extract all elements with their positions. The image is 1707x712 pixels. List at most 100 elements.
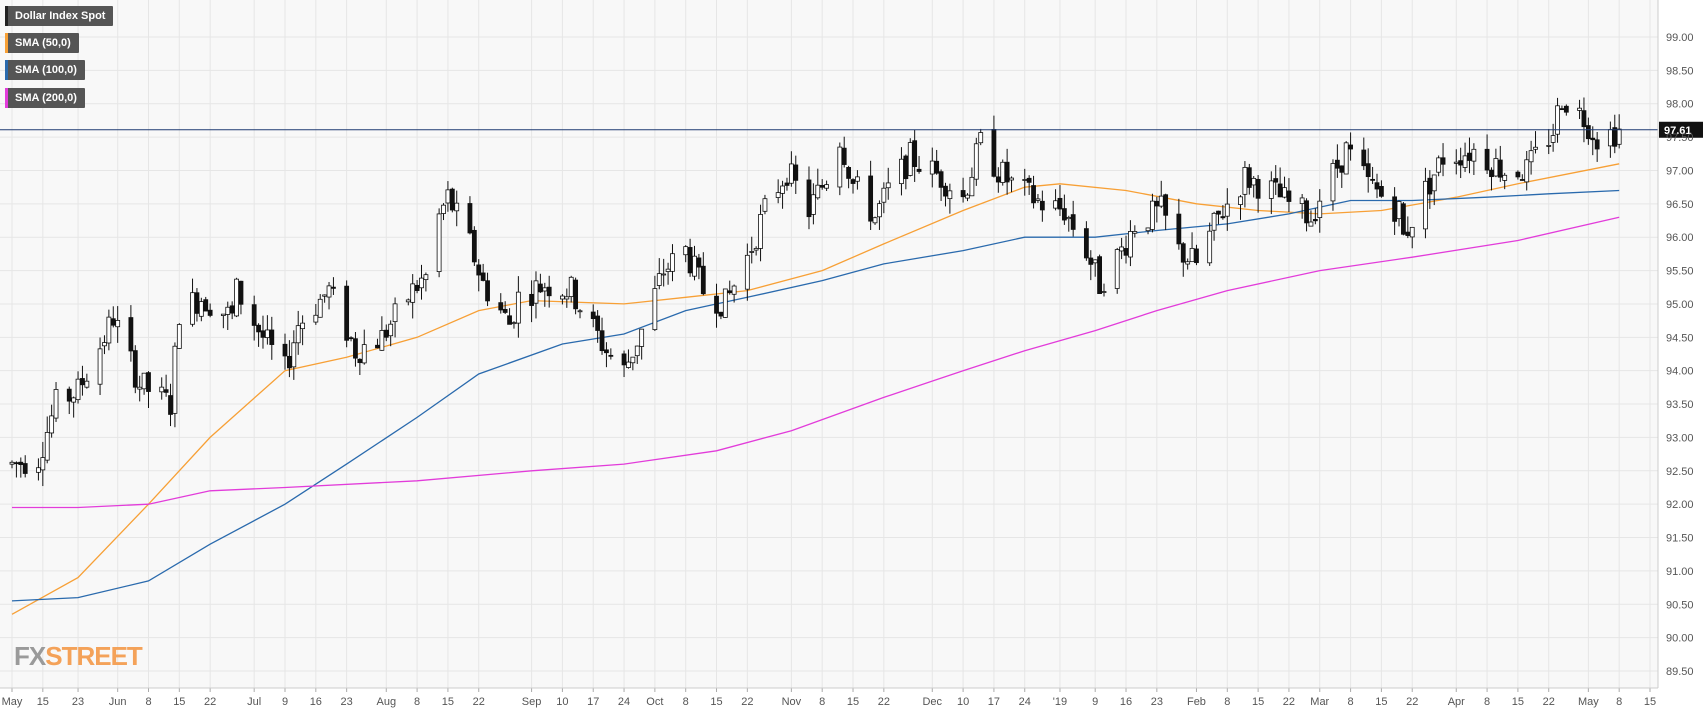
candle-body [383, 329, 389, 338]
candle-body [1493, 158, 1499, 177]
candle-body [1330, 163, 1336, 202]
candle-body [1304, 200, 1309, 224]
candle-body [872, 217, 878, 224]
legend-item-sma-50[interactable]: SMA (50,0) [5, 33, 79, 53]
candle-body [938, 171, 944, 188]
candle-body [1462, 155, 1468, 168]
candle-body [1528, 150, 1534, 163]
legend-swatch-sma-100 [5, 60, 8, 80]
candle-body [269, 329, 275, 345]
candle-body [775, 192, 781, 198]
candle-body [731, 285, 737, 295]
legend-swatch-sma-50 [5, 33, 8, 53]
candle-body [978, 132, 984, 144]
candle-body [1061, 208, 1067, 221]
candle-body [969, 176, 975, 197]
candle-body [1334, 159, 1340, 169]
x-tick-label: 22 [1283, 696, 1295, 708]
candle-body [375, 344, 380, 349]
candle-body [595, 315, 601, 331]
candle-body [1339, 165, 1345, 173]
candle-body [502, 308, 508, 313]
candle-body [1145, 227, 1151, 232]
candle-body [1343, 142, 1349, 175]
x-tick-label: May [2, 696, 23, 708]
candle-body [322, 294, 328, 297]
legend-item-sma-200[interactable]: SMA (200,0) [5, 88, 85, 108]
candle-body [916, 168, 922, 172]
x-tick-label: Mar [1310, 696, 1329, 708]
candle-body [1616, 128, 1622, 145]
candle-body [1550, 135, 1556, 143]
candle-body [388, 323, 394, 337]
candle-body [1242, 167, 1248, 195]
candle-body [392, 303, 398, 323]
x-tick-label: 22 [204, 696, 216, 708]
candle-body [441, 204, 446, 214]
candle-body [868, 175, 874, 222]
candle-body [49, 415, 55, 434]
candle-body [1128, 231, 1133, 258]
candle-body [718, 311, 724, 317]
candle-body [665, 268, 671, 272]
x-tick-label: 8 [683, 696, 689, 708]
y-tick-label: 95.00 [1666, 299, 1694, 311]
legend-label-sma-100: SMA (100,0) [15, 64, 77, 76]
candle-body [784, 182, 790, 186]
legend-swatch-sma-200 [5, 88, 8, 108]
candle-body [207, 309, 213, 316]
x-tick-label: 8 [819, 696, 825, 708]
candle-body [573, 279, 579, 310]
x-tick-label: 15 [847, 696, 859, 708]
candle-body [291, 342, 297, 368]
x-tick-label: 8 [1348, 696, 1354, 708]
candle-body [1423, 180, 1428, 230]
x-tick-label: 15 [1644, 696, 1656, 708]
legend-item-dollar-index[interactable]: Dollar Index Spot [5, 6, 114, 26]
candle-body [652, 288, 658, 331]
candle-body [357, 358, 363, 364]
candle-body [1207, 230, 1213, 264]
candle-body [806, 179, 812, 218]
candle-body [1436, 157, 1442, 173]
candle-body [1255, 178, 1261, 199]
x-tick-label: 17 [988, 696, 1000, 708]
last-price-tag [1659, 121, 1703, 138]
candle-body [608, 354, 614, 357]
candle-body [238, 280, 244, 305]
candle-body [66, 388, 72, 402]
legend-item-sma-100[interactable]: SMA (100,0) [5, 60, 85, 80]
x-tick-label: 22 [1543, 696, 1555, 708]
candle-body [1563, 105, 1569, 113]
candle-body [1039, 200, 1045, 211]
candle-body [1246, 167, 1252, 188]
candle-body [529, 293, 534, 306]
candle-body [18, 461, 24, 465]
sma-line-1 [11, 189, 1620, 602]
candle-body [1471, 148, 1477, 162]
candle-body [498, 302, 504, 311]
x-tick-label: 9 [1092, 696, 1098, 708]
x-tick-label: Aug [376, 696, 396, 708]
candle-body [1559, 108, 1565, 111]
y-axis-background [1658, 0, 1707, 712]
candle-body [282, 343, 288, 357]
candle-body [1185, 261, 1191, 265]
candle-body [454, 202, 460, 212]
candle-body [1000, 161, 1006, 183]
candle-body [639, 328, 645, 347]
candle-body [168, 395, 173, 415]
candle-body [75, 378, 81, 401]
candle-body [1308, 221, 1314, 227]
candle-body [1277, 183, 1283, 198]
y-tick-label: 91.50 [1666, 533, 1694, 545]
candle-body [449, 188, 455, 211]
candle-body [141, 372, 147, 390]
candle-body [960, 190, 966, 198]
candle-body [1370, 178, 1375, 181]
x-tick-label: 16 [310, 696, 322, 708]
candle-body [1379, 186, 1384, 197]
x-tick-label: 9 [282, 696, 288, 708]
candle-body [1119, 246, 1125, 252]
